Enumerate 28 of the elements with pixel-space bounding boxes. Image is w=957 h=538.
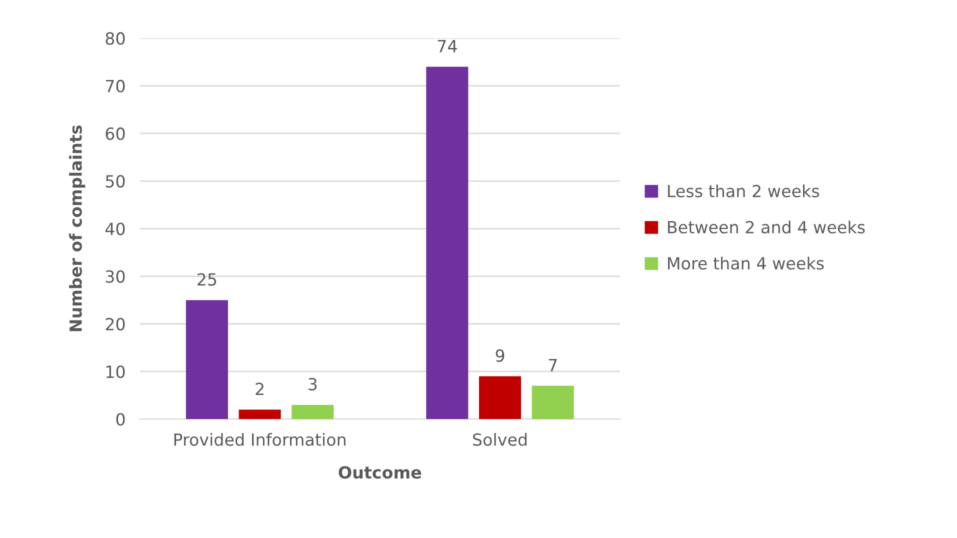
y-tick-label: 20 (106, 318, 125, 330)
bar (532, 386, 574, 420)
x-tick-label: Solved (473, 432, 527, 446)
y-tick-label: 0 (116, 413, 125, 426)
y-tick-label: 60 (106, 127, 125, 140)
bar (292, 404, 334, 420)
bar (479, 376, 522, 420)
data-label: 7 (548, 359, 557, 372)
data-label: 3 (308, 378, 317, 390)
y-tick-label: 40 (105, 222, 125, 236)
legend-label: Less than 2 weeks (668, 184, 820, 198)
y-tick-label: 80 (106, 32, 125, 45)
y-axis-title: Number of complaints (69, 125, 86, 332)
y-tick-label: 10 (106, 365, 125, 378)
y-tick-label: 70 (106, 80, 125, 92)
data-label: 9 (496, 349, 504, 362)
data-label: 74 (438, 40, 457, 52)
data-label: 25 (198, 273, 216, 286)
y-tick-label: 50 (106, 175, 125, 188)
bar (426, 66, 468, 420)
legend-label: Between 2 and 4 weeks (668, 220, 865, 234)
legend-label: More than 4 weeks (668, 256, 824, 270)
bar (238, 410, 281, 420)
x-tick-label: Provided Information (174, 432, 346, 446)
y-tick-label: 30 (106, 270, 125, 283)
data-label: 2 (256, 382, 264, 395)
bar (186, 300, 228, 420)
x-axis-title: Outcome (338, 466, 422, 479)
